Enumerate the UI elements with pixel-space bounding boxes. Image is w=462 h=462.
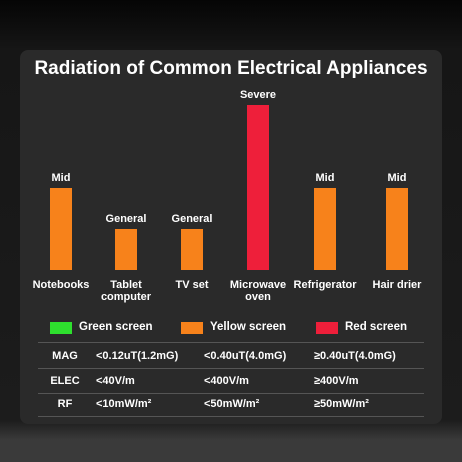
value-label: General — [171, 212, 213, 225]
value-label: Mid — [315, 171, 335, 184]
separator — [38, 393, 424, 394]
table-cell: <40V/m — [96, 375, 135, 387]
panel — [20, 50, 442, 424]
table-cell: <10mW/m² — [96, 398, 152, 410]
bar — [247, 105, 269, 270]
table-cell: <0.12uT(1.2mG) — [96, 350, 179, 362]
value-label: Mid — [51, 171, 71, 184]
table-cell: ≥400V/m — [314, 375, 359, 387]
bar — [181, 228, 203, 270]
category-label: Tablet computer — [100, 279, 152, 303]
row-header: RF — [57, 398, 73, 410]
bar — [314, 187, 336, 270]
legend-swatch — [316, 322, 338, 334]
separator — [38, 368, 424, 369]
legend-label: Green screen — [79, 321, 153, 333]
chart-title: Radiation of Common Electrical Appliance… — [34, 58, 428, 79]
category-label: Hair drier — [372, 279, 422, 291]
table-cell: <400V/m — [204, 375, 249, 387]
row-header: MAG — [52, 350, 78, 362]
category-label: Microwave oven — [229, 279, 287, 303]
bar — [386, 187, 408, 270]
separator — [38, 342, 424, 343]
value-label: Severe — [239, 89, 277, 101]
separator — [38, 416, 424, 417]
category-label: TV set — [175, 279, 209, 291]
legend-swatch — [50, 322, 72, 334]
value-label: Mid — [387, 171, 407, 184]
legend-label: Red screen — [345, 321, 408, 333]
table-cell: ≥0.40uT(4.0mG) — [314, 350, 396, 362]
bar — [50, 187, 72, 270]
category-label: Refrigerator — [293, 279, 357, 291]
table-cell: ≥50mW/m² — [314, 398, 369, 410]
row-header: ELEC — [50, 375, 80, 387]
value-label: General — [105, 212, 147, 225]
table-cell: <0.40uT(4.0mG) — [204, 350, 287, 362]
legend-label: Yellow screen — [210, 321, 287, 333]
bar — [115, 228, 137, 270]
category-label: Notebooks — [32, 279, 90, 291]
table-cell: <50mW/m² — [204, 398, 260, 410]
legend-swatch — [181, 322, 203, 334]
